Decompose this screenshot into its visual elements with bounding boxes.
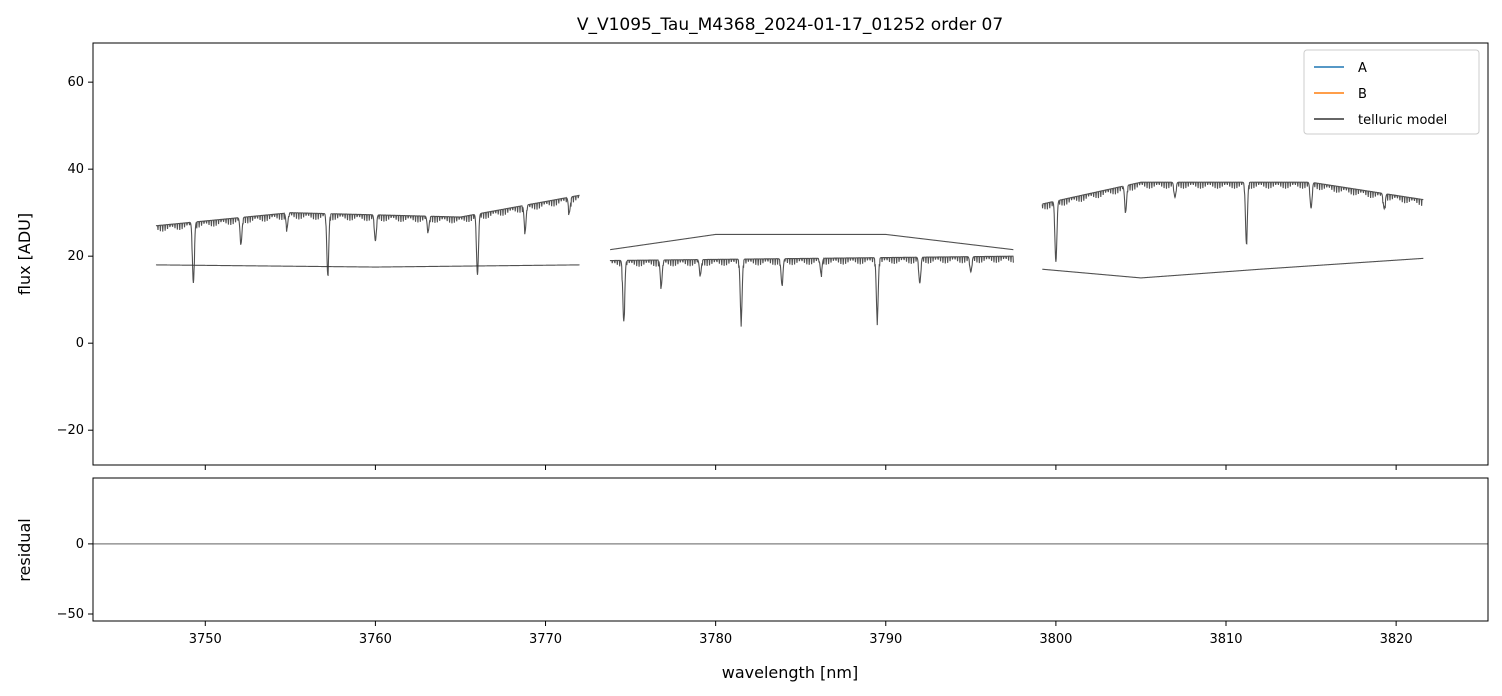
- legend-entry-telluric: telluric model: [1314, 113, 1447, 128]
- legend-box: [1303, 49, 1480, 135]
- residual-x-tick-label: 3750: [189, 632, 222, 647]
- main-y-tick-label: 40: [67, 162, 84, 177]
- residual-x-tick-label: 3790: [869, 632, 902, 647]
- residual-y-axis-label: residual: [15, 518, 34, 581]
- residual-x-tick-label: 3820: [1380, 632, 1413, 647]
- legend-label-telluric: telluric model: [1358, 113, 1447, 128]
- main-y-ticks: −20 0 20 40 60: [57, 75, 93, 438]
- residual-x-ticks: 3750 3760 3770 3780 3790 3800 3810 3820: [189, 621, 1413, 647]
- main-y-tick-label: −20: [57, 423, 84, 438]
- legend-label-a: A: [1358, 61, 1367, 76]
- main-plot-frame: [92, 42, 1489, 466]
- legend: A B telluric model: [1303, 49, 1480, 135]
- residual-y-tick-label: −50: [57, 607, 84, 622]
- residual-x-tick-label: 3780: [699, 632, 732, 647]
- residual-plot-background: [93, 478, 1488, 621]
- residual-x-tick-label: 3760: [359, 632, 392, 647]
- main-y-tick-label: 20: [67, 249, 84, 264]
- residual-x-tick-label: 3810: [1209, 632, 1242, 647]
- telluric-model-line-3: [610, 233, 1014, 251]
- main-y-tick-label: 60: [67, 75, 84, 90]
- telluric-model-line-5: [1041, 181, 1424, 262]
- main-panel: −20 0 20 40 60 flux [ADU] A B telluric model: [15, 42, 1489, 470]
- residual-x-tick-label: 3770: [529, 632, 562, 647]
- telluric-model-line-2: [155, 264, 580, 268]
- main-plot-background: [93, 43, 1488, 465]
- residual-panel: −50 0 3750 3760 3770 3780 3790 3800 3810 3820 re…: [15, 477, 1489, 682]
- main-y-tick-label: 0: [76, 336, 84, 351]
- residual-y-ticks: −50 0: [57, 537, 93, 622]
- main-y-axis-label: flux [ADU]: [15, 213, 34, 295]
- legend-entry-a: A: [1314, 61, 1367, 76]
- telluric-model-line-1: [155, 194, 580, 284]
- residual-x-tick-label: 3800: [1039, 632, 1072, 647]
- legend-entry-b: B: [1314, 87, 1367, 102]
- legend-label-b: B: [1358, 87, 1367, 102]
- telluric-model-line-6: [1042, 257, 1424, 279]
- x-axis-label: wavelength [nm]: [722, 663, 859, 682]
- main-series-group: [155, 181, 1424, 327]
- chart-title: V_V1095_Tau_M4368_2024-01-17_01252 order…: [577, 15, 1003, 35]
- telluric-model-line-4: [609, 255, 1014, 327]
- residual-plot-frame: [92, 477, 1489, 622]
- residual-series-group: [93, 543, 1488, 545]
- residual-y-tick-label: 0: [76, 537, 84, 552]
- main-x-ticks: [204, 465, 1397, 470]
